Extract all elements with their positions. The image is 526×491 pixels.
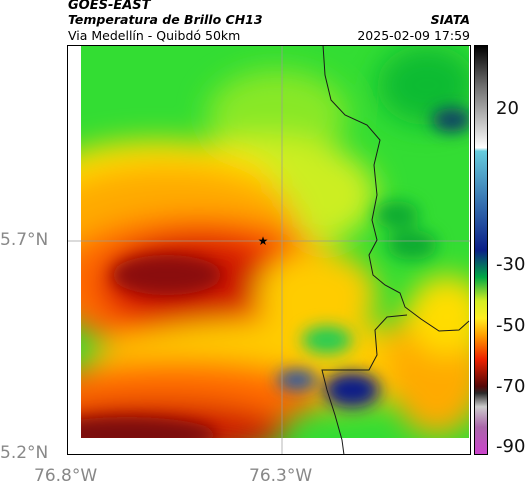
lon-tick-76-8: 76.8°W <box>34 466 98 486</box>
map-frame <box>67 45 471 455</box>
brightness-temperature-map[interactable]: ★ <box>67 45 471 455</box>
colorbar-tick: -90 <box>496 436 526 457</box>
colorbar-tick: -70 <box>496 376 526 397</box>
satellite-label: GOES-EAST <box>68 0 151 13</box>
colorbar-tick: -50 <box>496 315 526 336</box>
gridlines <box>67 45 471 455</box>
location-marker-icon: ★ <box>258 234 269 248</box>
colorbar-tick: -30 <box>496 254 526 275</box>
region-label: Via Medellín - Quibdó 50km <box>68 28 241 43</box>
timestamp-label: 2025-02-09 17:59 <box>357 28 470 43</box>
lat-tick-5-2: 5.2°N <box>0 443 49 463</box>
colorbar <box>474 45 488 455</box>
colorbar-tick: 20 <box>496 98 519 119</box>
agency-label: SIATA <box>430 12 470 27</box>
department-boundary <box>321 45 470 455</box>
lat-tick-5-7: 5.7°N <box>0 230 49 250</box>
product-title: Temperatura de Brillo CH13 <box>68 12 263 27</box>
lon-tick-76-3: 76.3°W <box>249 466 313 486</box>
